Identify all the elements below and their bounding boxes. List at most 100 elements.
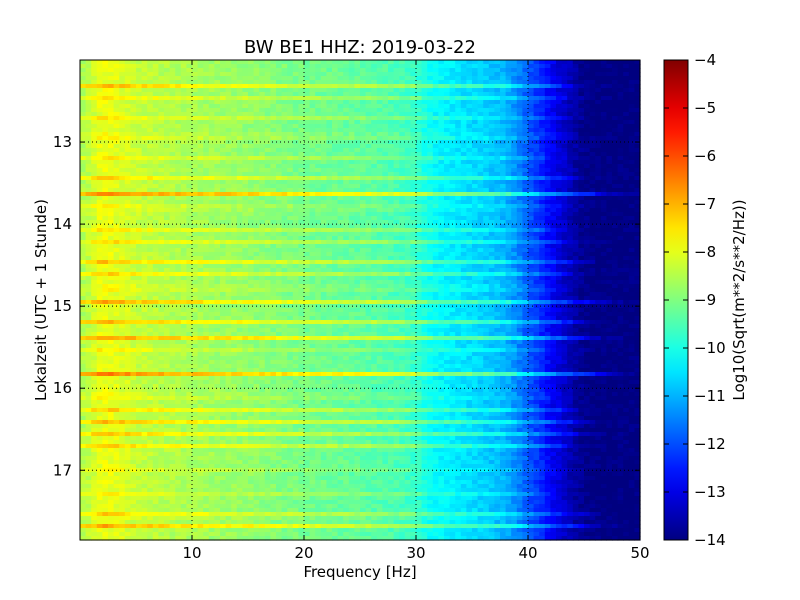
heatmap-cell	[371, 164, 378, 169]
heatmap-cell	[147, 256, 154, 261]
heatmap-cell	[399, 132, 406, 137]
heatmap-cell	[617, 100, 624, 105]
heatmap-cell	[360, 224, 367, 229]
heatmap-cell	[208, 88, 215, 93]
heatmap-cell	[80, 60, 87, 65]
heatmap-cell	[477, 88, 484, 93]
heatmap-cell	[444, 244, 451, 249]
heatmap-cell	[612, 248, 619, 253]
heatmap-cell	[628, 172, 635, 177]
heatmap-cell	[214, 196, 221, 201]
heatmap-cell	[483, 92, 490, 97]
heatmap-cell	[404, 64, 411, 69]
heatmap-cell	[164, 116, 171, 121]
heatmap-cell	[147, 64, 154, 69]
heatmap-cell	[147, 60, 154, 65]
heatmap-cell	[438, 76, 445, 81]
heatmap-cell	[326, 156, 333, 161]
heatmap-cell	[298, 232, 305, 237]
heatmap-cell	[561, 68, 568, 73]
heatmap-cell	[236, 112, 243, 117]
heatmap-cell	[281, 248, 288, 253]
heatmap-cell	[522, 144, 529, 149]
heatmap-cell	[404, 228, 411, 233]
heatmap-cell	[623, 84, 630, 89]
heatmap-cell	[203, 108, 210, 113]
heatmap-cell	[270, 228, 277, 233]
heatmap-cell	[612, 80, 619, 85]
heatmap-cell	[270, 208, 277, 213]
heatmap-cell	[348, 244, 355, 249]
heatmap-cell	[164, 184, 171, 189]
heatmap-cell	[488, 140, 495, 145]
heatmap-cell	[315, 208, 322, 213]
heatmap-cell	[365, 60, 372, 65]
heatmap-cell	[472, 256, 479, 261]
heatmap-cell	[169, 232, 176, 237]
heatmap-cell	[623, 144, 630, 149]
heatmap-cell	[102, 88, 109, 93]
heatmap-cell	[511, 232, 518, 237]
heatmap-cell	[281, 144, 288, 149]
heatmap-cell	[494, 240, 501, 245]
heatmap-cell	[455, 80, 462, 85]
heatmap-cell	[388, 64, 395, 69]
heatmap-cell	[320, 208, 327, 213]
heatmap-cell	[225, 88, 232, 93]
heatmap-cell	[376, 156, 383, 161]
heatmap-cell	[595, 168, 602, 173]
heatmap-cell	[528, 240, 535, 245]
heatmap-cell	[309, 168, 316, 173]
heatmap-cell	[567, 132, 574, 137]
heatmap-cell	[472, 228, 479, 233]
heatmap-cell	[466, 176, 473, 181]
heatmap-cell	[197, 240, 204, 245]
heatmap-cell	[337, 172, 344, 177]
heatmap-cell	[500, 216, 507, 221]
heatmap-cell	[617, 224, 624, 229]
heatmap-cell	[259, 156, 266, 161]
heatmap-cell	[494, 128, 501, 133]
heatmap-cell	[595, 232, 602, 237]
heatmap-cell	[304, 80, 311, 85]
heatmap-cell	[236, 88, 243, 93]
heatmap-cell	[186, 192, 193, 197]
heatmap-cell	[236, 240, 243, 245]
heatmap-cell	[354, 148, 361, 153]
heatmap-cell	[410, 204, 417, 209]
heatmap-cell	[371, 148, 378, 153]
heatmap-cell	[427, 244, 434, 249]
heatmap-cell	[483, 152, 490, 157]
heatmap-cell	[96, 244, 103, 249]
heatmap-cell	[320, 88, 327, 93]
heatmap-cell	[343, 92, 350, 97]
heatmap-cell	[231, 228, 238, 233]
heatmap-cell	[550, 196, 557, 201]
heatmap-cell	[360, 236, 367, 241]
heatmap-cell	[572, 68, 579, 73]
heatmap-cell	[589, 216, 596, 221]
heatmap-cell	[393, 148, 400, 153]
heatmap-cell	[292, 216, 299, 221]
heatmap-cell	[264, 96, 271, 101]
heatmap-cell	[169, 88, 176, 93]
heatmap-cell	[455, 100, 462, 105]
heatmap-cell	[399, 208, 406, 213]
heatmap-cell	[466, 204, 473, 209]
heatmap-cell	[298, 116, 305, 121]
heatmap-cell	[511, 228, 518, 233]
heatmap-cell	[466, 92, 473, 97]
heatmap-cell	[337, 212, 344, 217]
heatmap-cell	[382, 252, 389, 257]
heatmap-cell	[494, 96, 501, 101]
heatmap-cell	[399, 176, 406, 181]
heatmap-cell	[416, 224, 423, 229]
heatmap-cell	[472, 144, 479, 149]
heatmap-cell	[102, 228, 109, 233]
heatmap-cell	[550, 132, 557, 137]
heatmap-cell	[466, 144, 473, 149]
heatmap-cell	[421, 112, 428, 117]
heatmap-cell	[578, 120, 585, 125]
heatmap-cell	[376, 232, 383, 237]
heatmap-cell	[578, 124, 585, 129]
